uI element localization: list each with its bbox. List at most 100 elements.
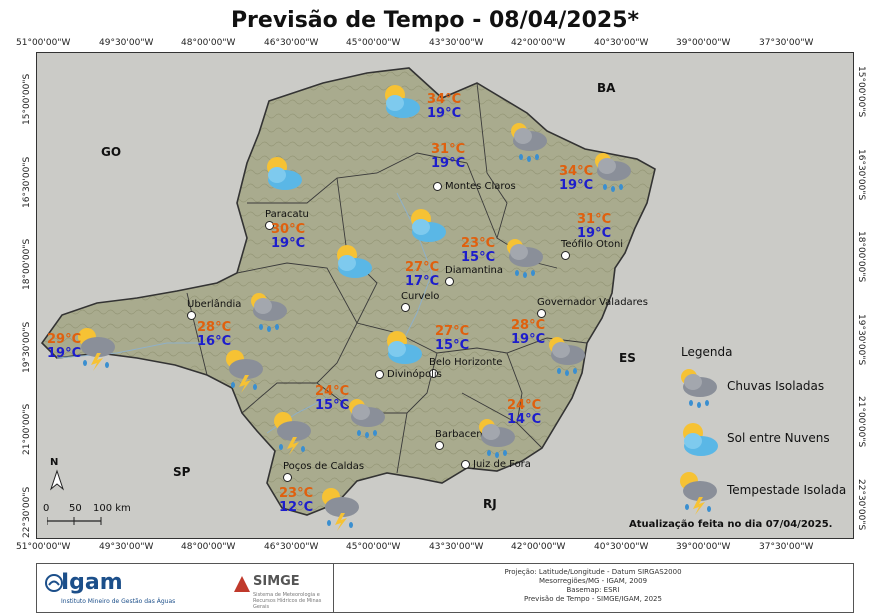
sun-cloud-icon	[267, 157, 302, 190]
max-temp: 29°C	[47, 332, 82, 347]
city-marker[interactable]: Juiz de Fora	[461, 459, 531, 470]
max-temp: 34°C	[559, 164, 594, 179]
city-marker[interactable]: Divinópolis	[375, 369, 442, 380]
max-temp: 23°C	[461, 236, 496, 251]
city-label: Poços de Caldas	[283, 461, 365, 472]
lat-tick: 21°00'00"S	[22, 403, 32, 455]
storm-icon	[226, 350, 263, 393]
lon-tick: 45°00'00"W	[346, 38, 401, 48]
city-dot	[433, 181, 442, 191]
lon-tick: 37°30'00"W	[759, 542, 814, 552]
meta-line: Previsão de Tempo - SIMGE/IGAM, 2025	[524, 595, 662, 603]
meta-line: Basemap: ESRI	[566, 586, 620, 594]
legend-label: Chuvas Isoladas	[727, 379, 825, 393]
max-temp: 24°C	[507, 398, 542, 413]
state-label: GO	[101, 145, 122, 159]
city-marker[interactable]: Montes Claros	[433, 181, 516, 192]
max-temp: 27°C	[435, 324, 470, 339]
legend-label: Sol entre Nuvens	[727, 431, 830, 445]
city-marker[interactable]: Belo Horizonte	[429, 357, 502, 379]
forecast-temps: 24°C 15°C	[315, 385, 349, 413]
forecast-temps: 24°C 14°C	[507, 399, 541, 427]
max-temp: 28°C	[511, 318, 546, 333]
footer: Igam Instituto Mineiro de Gestão das Águ…	[36, 563, 854, 613]
city-marker[interactable]: Governador Valadares	[537, 297, 648, 319]
max-temp: 31°C	[577, 212, 612, 227]
forecast-temps: 29°C 19°C	[47, 333, 81, 361]
rain-icon	[349, 399, 385, 438]
lat-tick: 15°00'00"S	[22, 73, 32, 125]
simge-subtitle: Sistema de Meteorologia e Recursos Hídri…	[253, 592, 322, 610]
city-marker[interactable]: Teófilo Otoni	[561, 239, 623, 261]
lat-tick: 19°30'00"S	[22, 321, 32, 373]
city-label: Uberlândia	[187, 299, 242, 310]
city-dot	[445, 276, 454, 286]
city-marker[interactable]: Curvelo	[401, 291, 439, 313]
lat-tick: 16°30'00"S	[856, 149, 866, 201]
lat-tick: 21°00'00"S	[856, 396, 866, 448]
min-temp: 15°C	[315, 398, 350, 413]
min-temp: 19°C	[271, 236, 306, 251]
rain-icon	[681, 369, 717, 408]
min-temp: 12°C	[279, 500, 314, 515]
city-label: Diamantina	[445, 265, 503, 276]
rain-icon	[511, 123, 547, 162]
lon-tick: 51°00'00"W	[16, 38, 71, 48]
city-marker[interactable]: Barbacena	[435, 429, 489, 451]
rain-icon	[251, 293, 287, 332]
map-frame[interactable]: GO BA ES SP RJ Montes Claros Paracatu Te…	[36, 52, 854, 539]
city-marker[interactable]: Poços de Caldas	[283, 461, 364, 483]
lat-tick: 18°00'00"S	[856, 231, 866, 283]
lat-tick: 22°30'00"S	[856, 479, 866, 531]
lat-tick: 19°30'00"S	[856, 314, 866, 366]
minas-gerais-outline	[40, 67, 656, 516]
rain-icon	[595, 153, 631, 192]
map-title: Previsão de Tempo - 08/04/2025*	[230, 8, 640, 33]
min-temp: 19°C	[511, 332, 546, 347]
city-dot	[537, 308, 546, 318]
footer-metadata: Projeção: Latitude/Longitude - Datum SIR…	[333, 568, 853, 604]
meta-line: Projeção: Latitude/Longitude - Datum SIR…	[504, 568, 682, 576]
legend-title: Legenda	[681, 345, 733, 359]
lon-tick: 51°00'00"W	[16, 542, 71, 552]
forecast-temps: 31°C 19°C	[431, 143, 465, 171]
min-temp: 19°C	[47, 346, 82, 361]
lat-tick: 18°00'00"S	[22, 238, 32, 290]
state-label: SP	[173, 465, 191, 479]
lon-tick: 42°00'00"W	[511, 38, 566, 48]
mesoregion-borders	[186, 82, 588, 474]
meta-line: Mesorregiões/MG - IGAM, 2009	[538, 577, 648, 585]
lat-tick: 22°30'00"S	[22, 486, 32, 538]
rain-icon	[507, 239, 543, 278]
max-temp: 24°C	[315, 384, 350, 399]
storm-icon	[78, 328, 115, 371]
igam-logo-text: Igam	[61, 570, 123, 595]
max-temp: 30°C	[271, 222, 306, 237]
forecast-temps: 28°C 19°C	[511, 319, 545, 347]
city-marker[interactable]: Uberlândia	[187, 299, 241, 321]
lon-tick: 40°30'00"W	[594, 38, 649, 48]
max-temp: 31°C	[431, 142, 466, 157]
storm-icon	[274, 412, 311, 455]
max-temp: 34°C	[427, 92, 462, 107]
lon-tick: 39°00'00"W	[676, 38, 731, 48]
lon-tick: 42°00'00"W	[511, 542, 566, 552]
update-note: Atualização feita no dia 07/04/2025.	[629, 519, 833, 530]
min-temp: 19°C	[427, 106, 462, 121]
city-marker[interactable]: Diamantina	[445, 265, 503, 287]
sun-cloud-icon	[683, 423, 718, 456]
city-dot	[461, 459, 470, 469]
city-label: Divinópolis	[387, 369, 442, 380]
city-label: Montes Claros	[445, 181, 516, 192]
city-marker[interactable]: Paracatu	[265, 209, 309, 231]
basemap	[37, 53, 853, 538]
scale-bar	[47, 517, 102, 525]
north-arrow-icon	[49, 469, 65, 491]
min-temp: 17°C	[405, 274, 440, 289]
rain-icon	[479, 419, 515, 458]
storm-icon	[680, 472, 717, 515]
city-label: Teófilo Otoni	[561, 239, 624, 250]
forecast-temps: 34°C 19°C	[427, 93, 461, 121]
lon-tick: 46°30'00"W	[264, 542, 319, 552]
city-label: Juiz de Fora	[473, 459, 531, 470]
